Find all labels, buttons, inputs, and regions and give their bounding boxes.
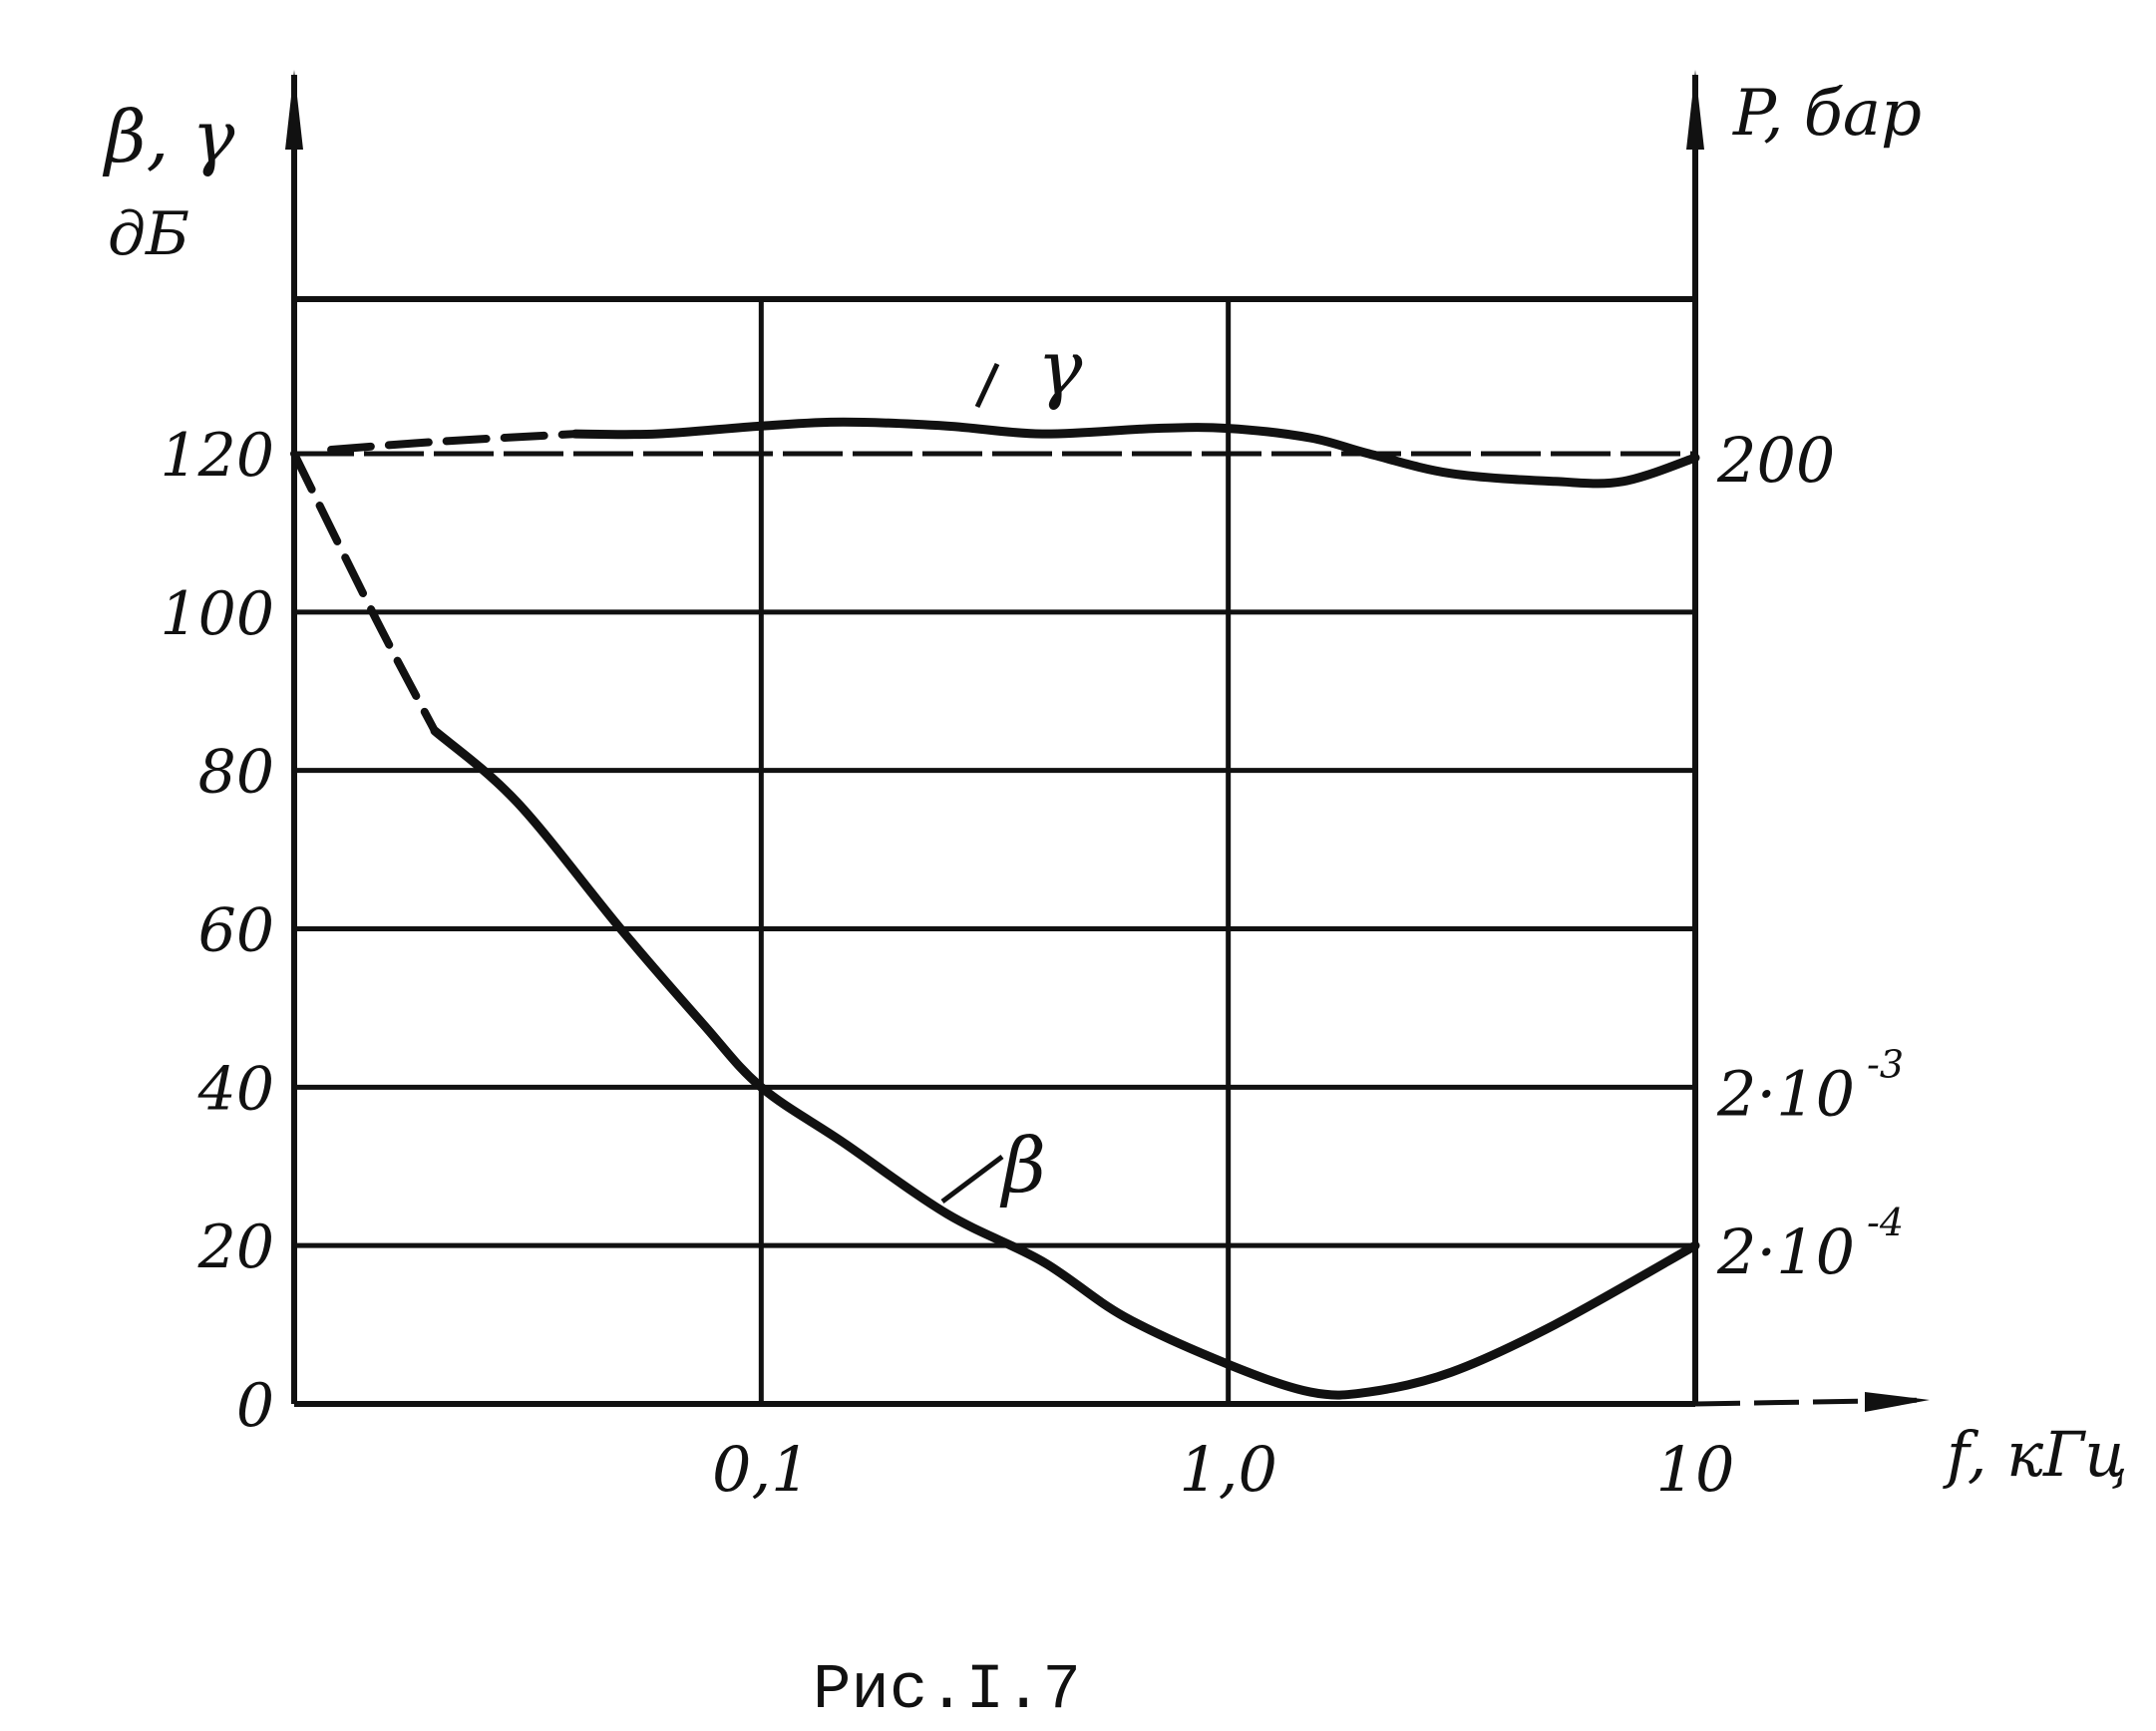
- y-right-tick-label-1: 2·10 -3: [1716, 1042, 1904, 1130]
- axes: [285, 70, 1931, 1412]
- series-0-dashed-segment: [327, 430, 579, 455]
- grid-lines: [294, 296, 1695, 1404]
- x-tick-label-0: 0,1: [712, 1433, 811, 1506]
- series-0-label-leader: [974, 362, 1000, 409]
- y-axis-left-unit-label: дБ: [108, 199, 189, 269]
- series-1-label-leader: [940, 1155, 1004, 1204]
- y-left-tick-label-40: 40: [197, 1054, 274, 1124]
- y-axis-left-arrow: [285, 70, 303, 150]
- series-1-line: [430, 726, 1700, 1400]
- y-left-tick-label-20: 20: [197, 1212, 274, 1282]
- y-right-tick-label-2: 2·10 -4: [1716, 1201, 1904, 1288]
- y-left-tick-label-120: 120: [160, 421, 274, 491]
- y-right-tick-label-0: 200: [1716, 424, 1835, 497]
- x-tick-label-2: 10: [1656, 1433, 1735, 1506]
- x-axis-arrow: [1865, 1392, 1930, 1412]
- series-0-label: γ: [1037, 323, 1083, 412]
- tick-labels: 0 20 40 60 80 100 120 200 2·10 -3 2·10 -4 0,1 1,0 10: [160, 421, 1904, 1506]
- y-left-tick-label-0: 0: [236, 1371, 274, 1441]
- y-left-tick-label-80: 80: [198, 738, 274, 808]
- series-1-label: β: [999, 1121, 1046, 1210]
- figure-caption: Рис.I.7: [813, 1655, 1081, 1727]
- y-axis-right-label: P, бар: [1732, 77, 1922, 151]
- series-group: γβ: [290, 323, 1700, 1400]
- x-tick-label-1: 1,0: [1179, 1433, 1277, 1506]
- x-axis-label: f, кГц: [1943, 1418, 2128, 1491]
- series-0-line: [570, 417, 1700, 489]
- y-left-tick-label-60: 60: [198, 896, 274, 966]
- series-1-dashed-segment: [290, 450, 439, 735]
- y-left-tick-label-100: 100: [160, 579, 274, 649]
- y-axis-left-label: β, γ: [102, 95, 235, 178]
- y-axis-right-arrow: [1686, 70, 1704, 150]
